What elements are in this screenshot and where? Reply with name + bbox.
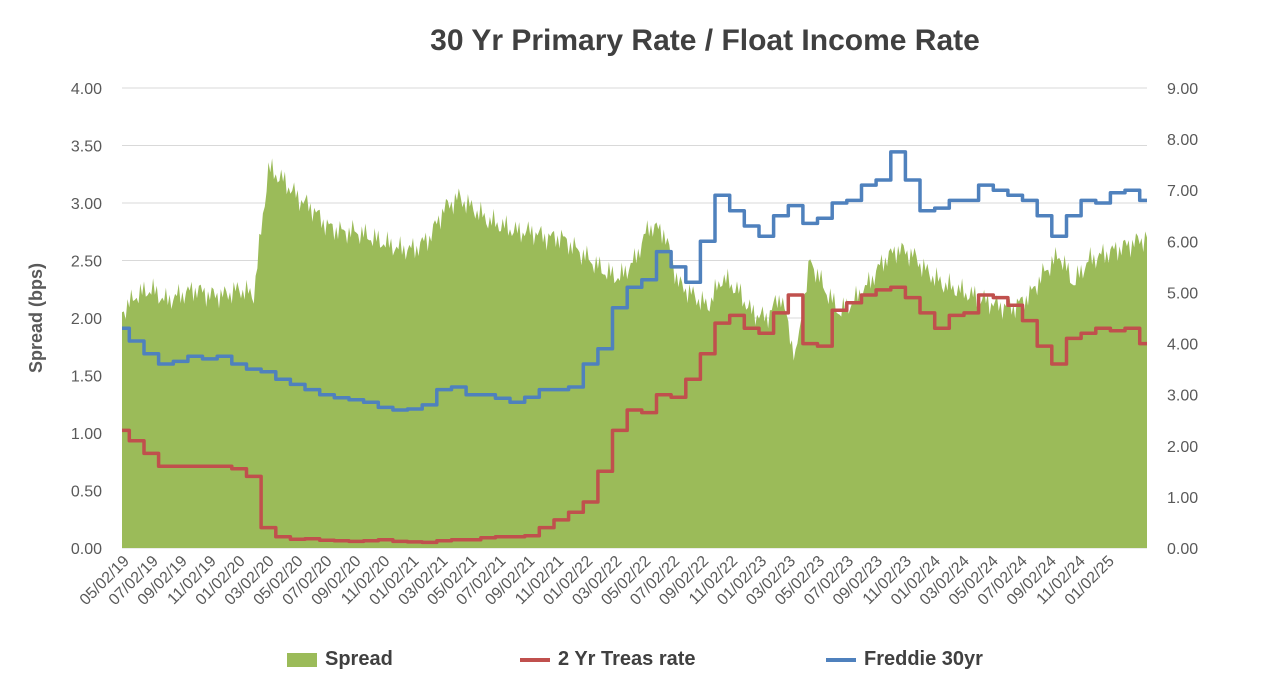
legend-label-spread: Spread bbox=[325, 648, 393, 670]
y-tick-label: 3.50 bbox=[71, 139, 102, 156]
legend-swatch-freddie bbox=[826, 657, 856, 662]
legend-swatch-2yr-treas bbox=[520, 657, 550, 662]
y-tick-label: 1.00 bbox=[71, 426, 102, 443]
y-tick-label: 0.50 bbox=[71, 484, 102, 501]
y-axis-title: Spread (bps) bbox=[26, 263, 46, 373]
chart-title: 30 Yr Primary Rate / Float Income Rate bbox=[430, 24, 980, 57]
series-area-spread bbox=[122, 158, 1147, 549]
y-tick-label: 2.00 bbox=[71, 311, 102, 328]
legend-swatch-spread bbox=[287, 652, 317, 667]
y2-tick-label: 6.00 bbox=[1167, 234, 1198, 251]
y-tick-label: 3.00 bbox=[71, 196, 102, 213]
y-tick-label: 4.00 bbox=[71, 81, 102, 98]
y2-tick-label: 5.00 bbox=[1167, 285, 1198, 302]
legend-item-2yr-treas: 2 Yr Treas rate bbox=[520, 648, 696, 671]
y2-tick-label: 8.00 bbox=[1167, 132, 1198, 149]
y2-tick-label: 2.00 bbox=[1167, 439, 1198, 456]
legend-item-spread: Spread bbox=[287, 648, 393, 671]
y2-tick-label: 7.00 bbox=[1167, 183, 1198, 200]
legend: Spread 2 Yr Treas rate Freddie 30yr bbox=[0, 648, 1280, 678]
y2-tick-label: 3.00 bbox=[1167, 388, 1198, 405]
y-tick-label: 1.50 bbox=[71, 369, 102, 386]
legend-item-freddie: Freddie 30yr bbox=[826, 648, 983, 671]
legend-label-freddie: Freddie 30yr bbox=[864, 648, 983, 670]
legend-label-2yr-treas: 2 Yr Treas rate bbox=[558, 648, 696, 670]
y-tick-label: 0.00 bbox=[71, 541, 102, 558]
series-line-2-yr-treas-rate bbox=[122, 285, 1147, 545]
y2-tick-label: 0.00 bbox=[1167, 541, 1198, 558]
y2-tick-label: 1.00 bbox=[1167, 490, 1198, 507]
series-line-freddie-30yr bbox=[122, 150, 1147, 412]
y2-tick-label: 9.00 bbox=[1167, 81, 1198, 98]
y2-tick-label: 4.00 bbox=[1167, 337, 1198, 354]
y-tick-label: 2.50 bbox=[71, 254, 102, 271]
